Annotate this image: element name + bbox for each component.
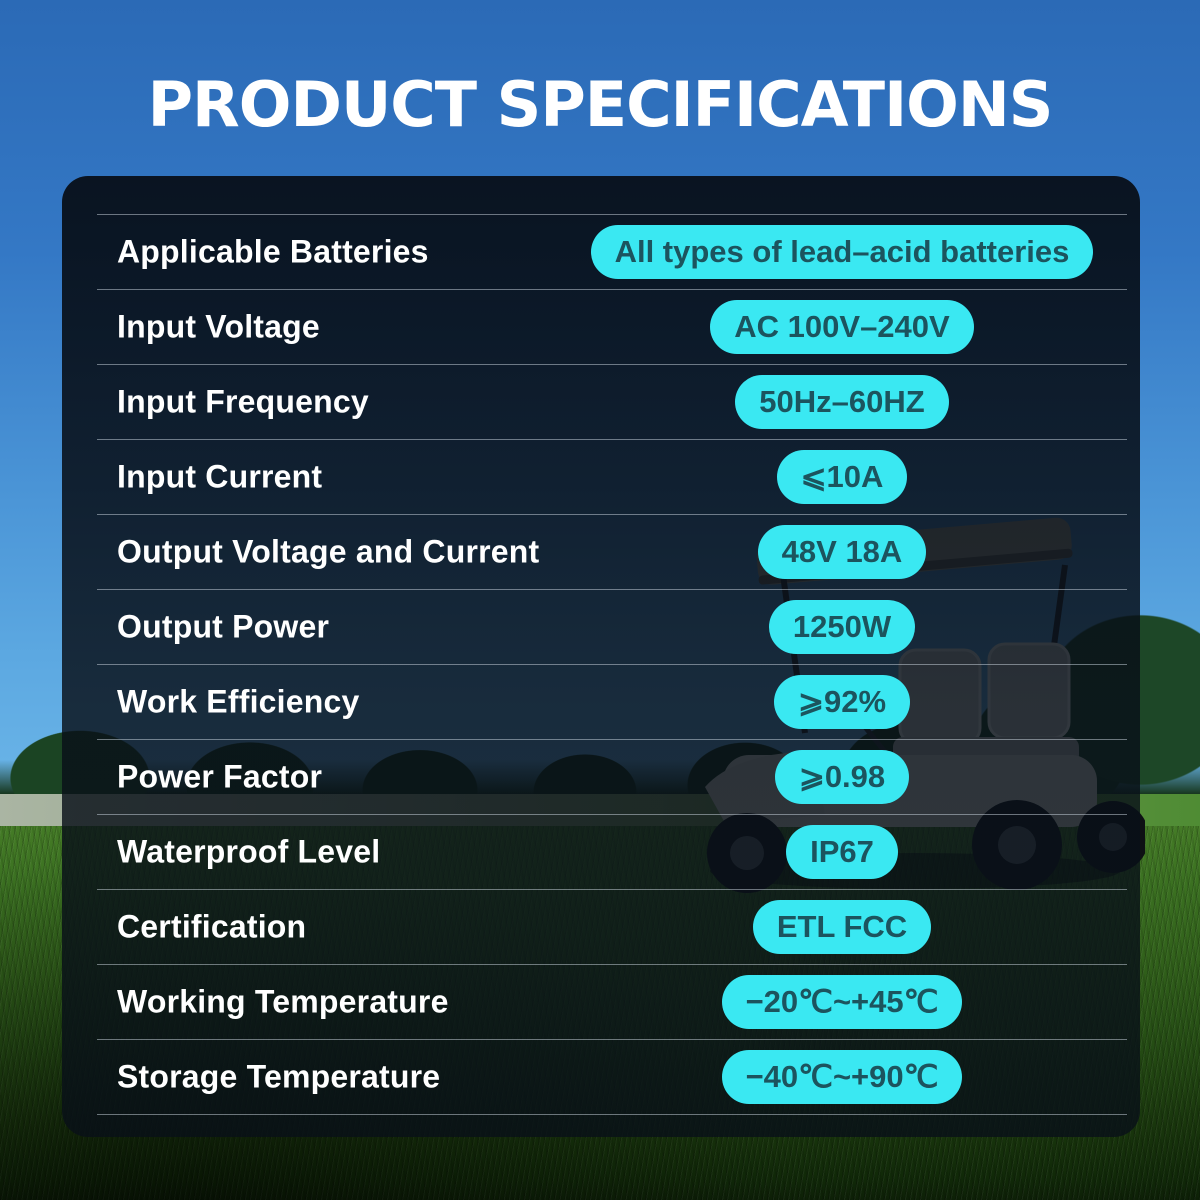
spec-value-area: AC 100V–240V bbox=[557, 290, 1127, 364]
spec-label: Storage Temperature bbox=[117, 1058, 441, 1095]
page-title: PRODUCT SPECIFICATIONS bbox=[147, 68, 1054, 141]
spec-label: Input Frequency bbox=[117, 383, 369, 420]
spec-row: Storage Temperature −40℃~+90℃ bbox=[97, 1039, 1127, 1115]
spec-label: Input Voltage bbox=[117, 308, 320, 345]
spec-value-area: ETL FCC bbox=[557, 890, 1127, 964]
spec-value-area: IP67 bbox=[557, 815, 1127, 889]
spec-row: Input Frequency 50Hz–60HZ bbox=[97, 364, 1127, 439]
spec-value-pill: ETL FCC bbox=[752, 900, 932, 954]
spec-value-pill: IP67 bbox=[786, 825, 898, 879]
spec-panel: Applicable Batteries All types of lead–a… bbox=[62, 176, 1140, 1137]
spec-row: Output Voltage and Current 48V 18A bbox=[97, 514, 1127, 589]
spec-value: All types of lead–acid batteries bbox=[614, 234, 1070, 269]
spec-value-pill: −40℃~+90℃ bbox=[721, 1050, 963, 1104]
spec-label: Output Power bbox=[117, 608, 330, 645]
spec-value: AC 100V–240V bbox=[734, 309, 950, 344]
spec-value-pill: ⩾92% bbox=[773, 675, 911, 729]
spec-value-area: ⩾0.98 bbox=[557, 740, 1127, 814]
spec-row: Input Current ⩽10A bbox=[97, 439, 1127, 514]
spec-row: Certification ETL FCC bbox=[97, 889, 1127, 964]
spec-value-area: 48V 18A bbox=[557, 515, 1127, 589]
spec-label: Power Factor bbox=[117, 758, 323, 795]
spec-value-pill: 1250W bbox=[768, 600, 916, 654]
spec-value: −40℃~+90℃ bbox=[745, 1059, 939, 1094]
spec-row: Working Temperature −20℃~+45℃ bbox=[97, 964, 1127, 1039]
spec-value-pill: All types of lead–acid batteries bbox=[590, 225, 1094, 279]
spec-label: Waterproof Level bbox=[117, 833, 381, 870]
spec-label: Input Current bbox=[117, 458, 323, 495]
spec-value-pill: ⩽10A bbox=[776, 450, 908, 504]
spec-value: −20℃~+45℃ bbox=[745, 984, 939, 1019]
spec-label: Certification bbox=[117, 908, 307, 945]
spec-label: Work Efficiency bbox=[117, 683, 360, 720]
spec-value: IP67 bbox=[810, 834, 874, 869]
spec-value: 1250W bbox=[792, 609, 892, 644]
spec-value-pill: 48V 18A bbox=[757, 525, 927, 579]
spec-value-pill: AC 100V–240V bbox=[710, 300, 974, 354]
spec-value-pill: −20℃~+45℃ bbox=[721, 975, 963, 1029]
spec-row: Work Efficiency ⩾92% bbox=[97, 664, 1127, 739]
spec-value-area: ⩽10A bbox=[557, 440, 1127, 514]
spec-row: Power Factor ⩾0.98 bbox=[97, 739, 1127, 814]
spec-value: ⩾92% bbox=[797, 684, 887, 719]
spec-row: Waterproof Level IP67 bbox=[97, 814, 1127, 889]
spec-value-pill: 50Hz–60HZ bbox=[735, 375, 949, 429]
spec-row: Output Power 1250W bbox=[97, 589, 1127, 664]
spec-value: 48V 18A bbox=[781, 534, 903, 569]
spec-label: Working Temperature bbox=[117, 983, 449, 1020]
spec-value-pill: ⩾0.98 bbox=[774, 750, 910, 804]
spec-value-area: 50Hz–60HZ bbox=[557, 365, 1127, 439]
spec-table: Applicable Batteries All types of lead–a… bbox=[97, 214, 1127, 1115]
spec-value: ⩾0.98 bbox=[798, 759, 886, 794]
spec-label: Output Voltage and Current bbox=[117, 533, 540, 570]
spec-row: Input Voltage AC 100V–240V bbox=[97, 289, 1127, 364]
spec-value-area: −40℃~+90℃ bbox=[557, 1040, 1127, 1114]
spec-value: 50Hz–60HZ bbox=[759, 384, 925, 419]
spec-value: ETL FCC bbox=[776, 909, 908, 944]
spec-row: Applicable Batteries All types of lead–a… bbox=[97, 214, 1127, 289]
spec-value: ⩽10A bbox=[800, 459, 884, 494]
spec-label: Applicable Batteries bbox=[117, 233, 429, 270]
spec-value-area: −20℃~+45℃ bbox=[557, 965, 1127, 1039]
spec-value-area: ⩾92% bbox=[557, 665, 1127, 739]
spec-value-area: 1250W bbox=[557, 590, 1127, 664]
spec-value-area: All types of lead–acid batteries bbox=[557, 215, 1127, 289]
